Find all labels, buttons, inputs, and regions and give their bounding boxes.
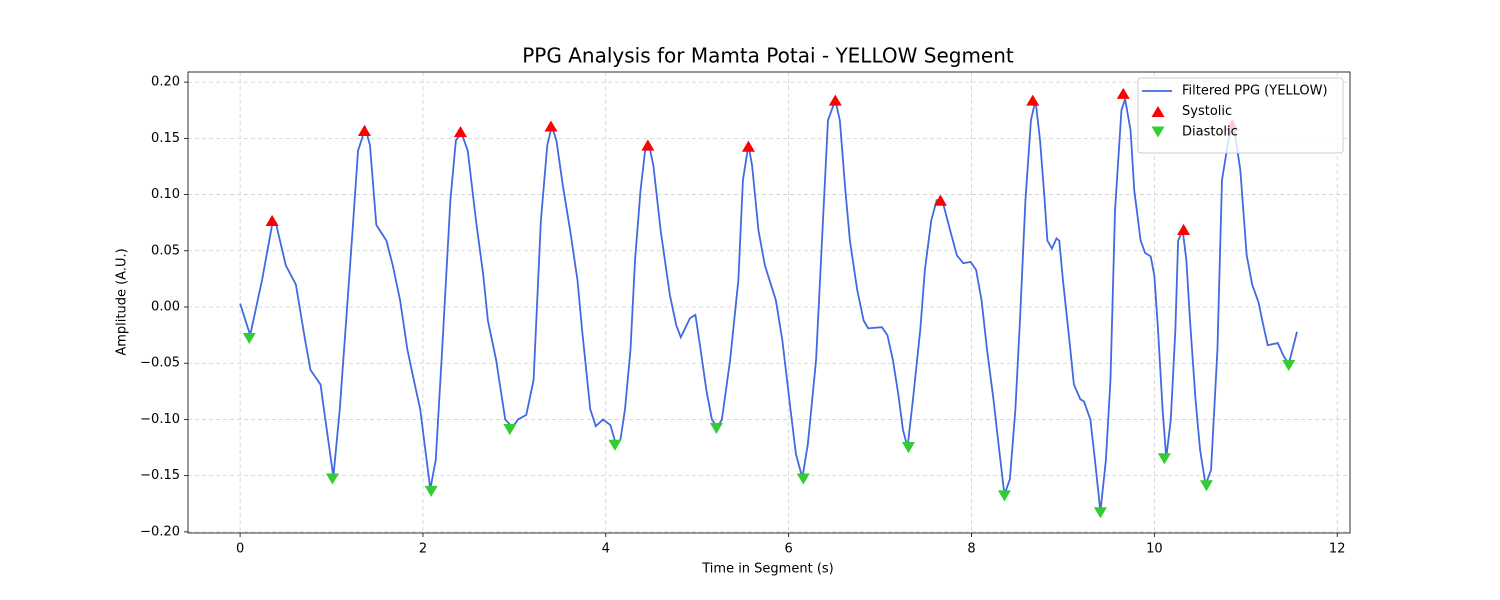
y-tick-label: 0.20 (151, 75, 180, 90)
x-tick-label: 10 (1146, 542, 1163, 557)
x-tick-label: 12 (1329, 542, 1346, 557)
data-point (357, 124, 371, 136)
data-point (1026, 94, 1040, 106)
plot-frame (187, 71, 1351, 534)
y-tick-label: 0.10 (151, 187, 180, 202)
data-point (796, 473, 810, 485)
y-tick-label: 0.05 (151, 243, 180, 258)
y-tick-label: −0.10 (140, 412, 180, 427)
y-tick-label: −0.05 (140, 356, 180, 371)
data-point (709, 422, 723, 434)
data-point (608, 439, 622, 451)
legend-swatch (1151, 105, 1165, 118)
x-axis-label: Time in Segment (s) (701, 562, 833, 577)
data-point (544, 120, 558, 132)
legend-swatch (1151, 126, 1165, 138)
data-point (828, 94, 842, 106)
legend-label: Diastolic (1182, 125, 1238, 140)
chart-title: PPG Analysis for Mamta Potai - YELLOW Se… (522, 44, 1014, 68)
y-tick-label: 0.15 (151, 131, 180, 146)
legend-label: Systolic (1182, 104, 1232, 119)
y-tick-label: −0.20 (140, 524, 180, 539)
legend-box (1137, 77, 1344, 154)
y-axis-label: Amplitude (A.U.) (115, 248, 130, 355)
data-point (1157, 453, 1171, 465)
y-tick-label: 0.00 (151, 299, 180, 314)
legend: Filtered PPG (YELLOW) Systolic Diastolic (1137, 77, 1344, 154)
x-tick-label: 0 (236, 542, 244, 557)
data-point (265, 214, 279, 226)
data-point (933, 194, 947, 206)
data-point (1282, 359, 1296, 371)
data-point (242, 332, 256, 345)
data-point (997, 490, 1011, 502)
x-tick-label: 4 (602, 542, 610, 557)
data-point (901, 442, 915, 454)
data-point (641, 139, 655, 151)
data-point (503, 424, 517, 436)
x-tick-label: 6 (785, 542, 793, 557)
data-point (1177, 223, 1191, 235)
data-point (1093, 507, 1107, 519)
data-line (239, 96, 1298, 512)
x-tick-label: 8 (967, 542, 975, 557)
data-point (1199, 480, 1213, 492)
data-point (1116, 87, 1130, 99)
x-tick-label: 2 (419, 542, 427, 557)
data-point (453, 126, 467, 138)
data-point (424, 485, 438, 497)
legend-label: Filtered PPG (YELLOW) (1182, 84, 1328, 99)
y-tick-label: −0.15 (140, 468, 180, 483)
data-point (741, 140, 755, 152)
data-point (325, 473, 339, 485)
